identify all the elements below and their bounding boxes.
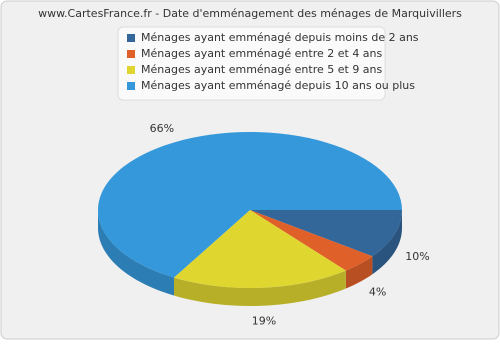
legend-swatch [127, 50, 135, 58]
legend-swatch [127, 34, 135, 42]
slice [98, 132, 402, 278]
slice [250, 210, 403, 257]
data-label: 10% [405, 250, 429, 263]
legend-swatch [127, 82, 135, 90]
data-label: 4% [369, 286, 386, 299]
legend-label: Ménages ayant emménagé entre 5 et 9 ans [141, 63, 383, 76]
slice [174, 210, 346, 288]
data-label: 66% [150, 122, 174, 135]
legend-swatch [127, 66, 135, 74]
slice-side [345, 256, 373, 289]
slice-side [372, 210, 402, 275]
chart-title: www.CartesFrance.fr - Date d'emménagemen… [38, 7, 462, 20]
legend-label: Ménages ayant emménagé depuis 10 ans ou … [141, 79, 415, 92]
slice [250, 210, 373, 271]
legend [117, 26, 386, 101]
slice-side [98, 210, 174, 296]
legend-label: Ménages ayant emménagé entre 2 et 4 ans [141, 47, 383, 60]
legend-label: Ménages ayant emménagé depuis moins de 2… [141, 31, 419, 44]
slice-side [174, 270, 346, 306]
data-label: 19% [252, 314, 276, 327]
